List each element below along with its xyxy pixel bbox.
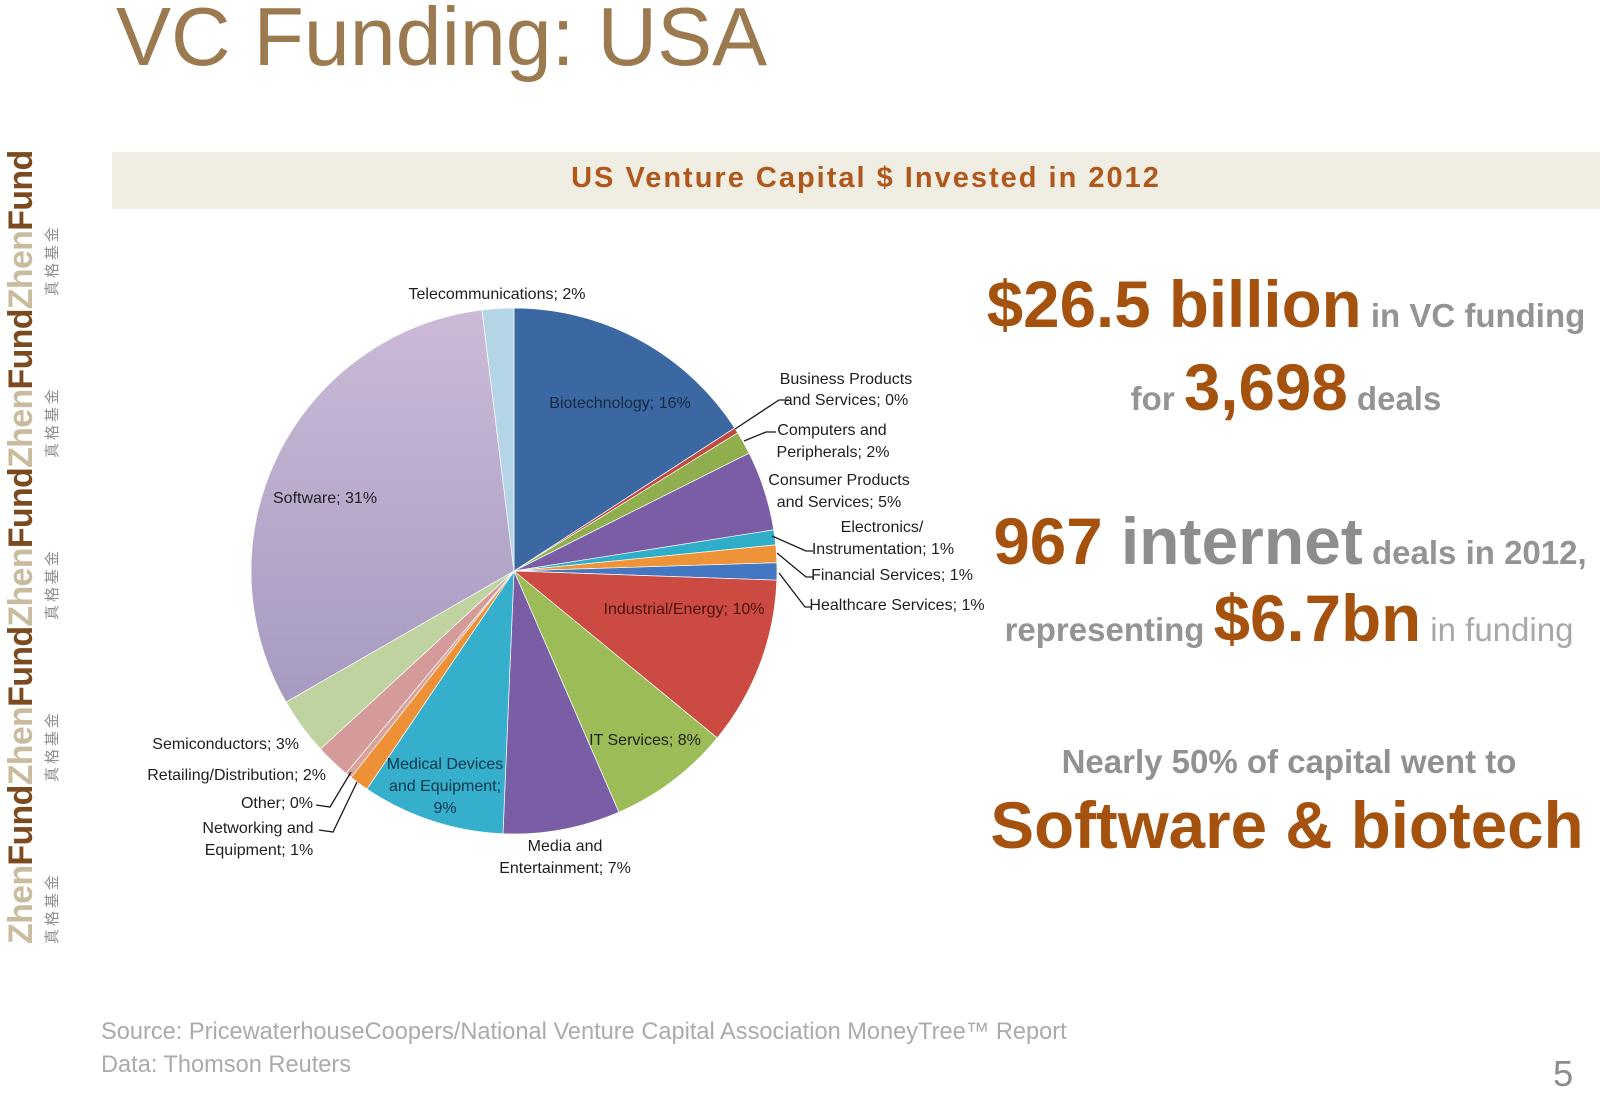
svg-text:Financial Services; 1%: Financial Services; 1%	[811, 567, 973, 584]
svg-text:Networking and: Networking and	[202, 820, 313, 837]
svg-text:and Services; 5%: and Services; 5%	[777, 494, 902, 511]
svg-text:Other; 0%: Other; 0%	[241, 795, 313, 812]
svg-text:Biotechnology; 16%: Biotechnology; 16%	[549, 395, 690, 412]
svg-text:Industrial/Energy; 10%: Industrial/Energy; 10%	[604, 601, 765, 618]
svg-text:Consumer Products: Consumer Products	[768, 472, 909, 489]
svg-text:and Services; 0%: and Services; 0%	[784, 392, 909, 409]
svg-text:Telecommunications; 2%: Telecommunications; 2%	[409, 286, 586, 303]
svg-text:Entertainment; 7%: Entertainment; 7%	[499, 860, 631, 877]
svg-text:Business Products: Business Products	[780, 371, 913, 388]
svg-text:Instrumentation; 1%: Instrumentation; 1%	[812, 541, 954, 558]
svg-text:Retailing/Distribution; 2%: Retailing/Distribution; 2%	[147, 767, 326, 784]
svg-text:Equipment; 1%: Equipment; 1%	[205, 842, 314, 859]
svg-text:Healthcare Services; 1%: Healthcare Services; 1%	[809, 597, 984, 614]
svg-text:Software; 31%: Software; 31%	[273, 490, 377, 507]
svg-text:Medical Devices: Medical Devices	[387, 756, 503, 773]
svg-text:Peripherals; 2%: Peripherals; 2%	[777, 444, 890, 461]
svg-text:9%: 9%	[433, 800, 456, 817]
svg-text:Semiconductors; 3%: Semiconductors; 3%	[152, 736, 299, 753]
svg-text:Electronics/: Electronics/	[841, 519, 924, 536]
svg-text:IT Services; 8%: IT Services; 8%	[589, 732, 701, 749]
svg-text:and Equipment;: and Equipment;	[389, 778, 501, 795]
svg-text:Media and: Media and	[528, 838, 603, 855]
svg-text:Computers and: Computers and	[777, 422, 886, 439]
